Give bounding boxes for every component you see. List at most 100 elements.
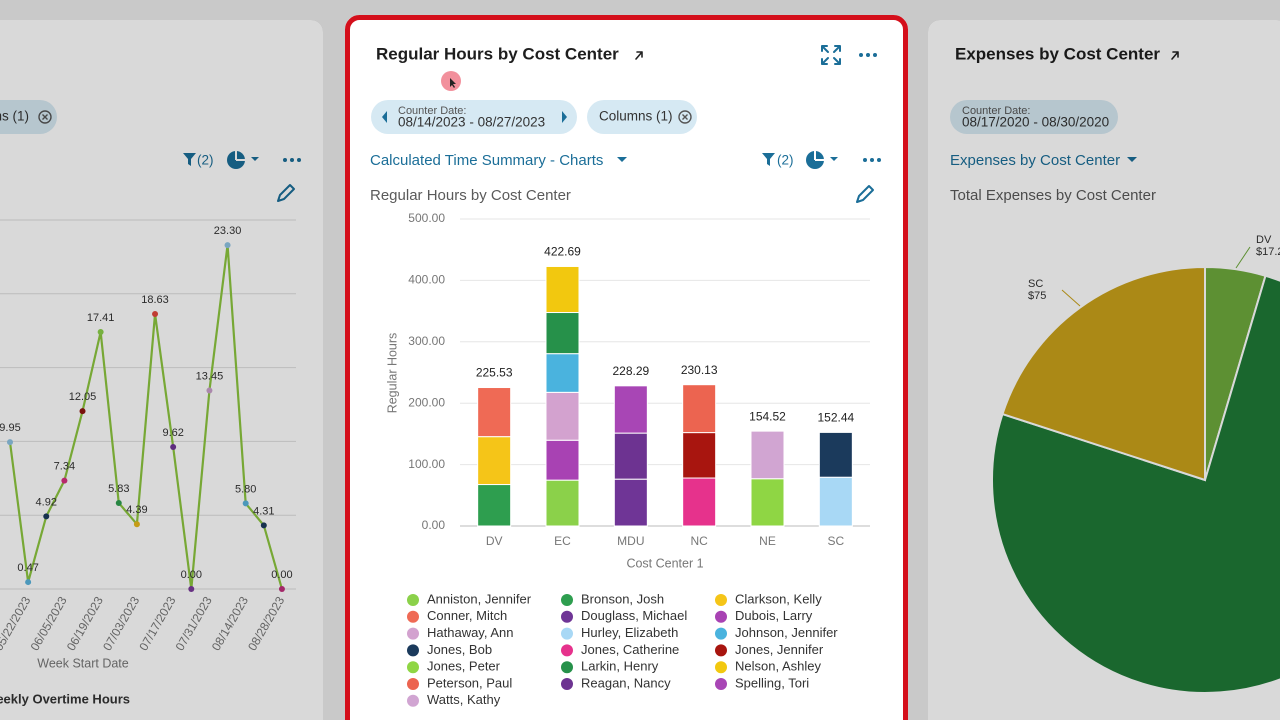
data-label: 9.95 xyxy=(0,422,21,434)
legend-swatch xyxy=(407,661,419,674)
marker xyxy=(260,522,267,529)
prev-icon[interactable] xyxy=(382,111,387,123)
data-label: 23.30 xyxy=(214,225,242,237)
data-label: 5.83 xyxy=(108,483,129,495)
marker xyxy=(61,477,68,484)
date-range: 08/17/2020 - 08/30/2020 xyxy=(962,115,1109,130)
legend-label: Jones, Catherine xyxy=(581,642,679,657)
panel-bg xyxy=(0,20,323,720)
dropdown-caret[interactable] xyxy=(1127,157,1137,162)
marker xyxy=(278,586,285,592)
bar-segment xyxy=(545,353,580,393)
data-label: 0.00 xyxy=(181,569,202,581)
total-label: 230.13 xyxy=(681,363,718,377)
marker xyxy=(115,499,122,506)
bar-segment xyxy=(477,484,512,527)
open-icon[interactable] xyxy=(635,51,643,60)
chip-close[interactable] xyxy=(678,110,692,124)
legend-label: Nelson, Ashley xyxy=(735,659,821,674)
legend-label: Jones, Bob xyxy=(427,642,492,657)
legend-swatch xyxy=(561,678,573,690)
data-label: 0.47 xyxy=(17,562,38,574)
legend-swatch xyxy=(561,661,573,674)
data-label: 12.05 xyxy=(69,391,97,403)
filter-count: (2) xyxy=(197,153,214,168)
legend-label: Jones, Peter xyxy=(427,659,501,674)
legend-label: Douglass, Michael xyxy=(581,608,687,623)
bar-segment xyxy=(613,385,648,434)
chip-close[interactable] xyxy=(38,110,52,124)
marker xyxy=(224,242,231,249)
slice-value: $75 xyxy=(1028,290,1046,302)
y-tick-label: 300.00 xyxy=(408,334,445,348)
expand-icon[interactable] xyxy=(821,45,841,65)
more-icon[interactable] xyxy=(283,158,301,162)
pie-chart: DV$17.2 SC$75 xyxy=(991,234,1280,694)
x-tick-label: DV xyxy=(486,534,503,548)
chart-type-icon[interactable] xyxy=(227,151,259,169)
pie-slice xyxy=(1001,265,1206,482)
chip[interactable] xyxy=(587,100,697,134)
dropdown-caret[interactable] xyxy=(617,157,627,162)
total-label: 422.69 xyxy=(544,245,581,259)
legend-swatch xyxy=(715,610,727,623)
data-label: 4.39 xyxy=(126,504,147,516)
edit-icon[interactable] xyxy=(277,184,295,202)
x-tick-label: NE xyxy=(759,534,776,548)
bar-chart: 0.00 100.00 200.00 300.00 400.00 500.00 Regula… xyxy=(385,211,870,707)
left-panel: Columns (1) (2) 05/22/202306/05/202306/1… xyxy=(0,20,323,720)
panel-title[interactable]: Expenses by Cost Center xyxy=(955,44,1160,63)
legend-label: Hurley, Elizabeth xyxy=(581,625,678,640)
slice-label: DV xyxy=(1256,234,1272,246)
right-panel: Expenses by Cost Center Counter Date: 08… xyxy=(928,20,1280,720)
legend-label: Spelling, Tori xyxy=(735,675,809,690)
data-label: 18.63 xyxy=(141,294,169,306)
slice-value: $17.2 xyxy=(1256,246,1280,258)
open-icon[interactable] xyxy=(1171,51,1179,60)
bar-segment xyxy=(682,432,717,479)
total-label: 228.29 xyxy=(612,364,649,378)
legend-label: Anniston, Jennifer xyxy=(427,591,532,606)
legend-swatch xyxy=(561,594,573,606)
bar-segment xyxy=(545,312,580,355)
next-icon[interactable] xyxy=(562,111,567,123)
more-icon[interactable] xyxy=(863,158,881,162)
date-chip[interactable] xyxy=(950,100,1118,134)
data-label: 7.34 xyxy=(54,461,75,473)
y-tick-label: 200.00 xyxy=(408,395,445,409)
legend-label: Larkin, Henry xyxy=(581,659,659,674)
bar-segment xyxy=(750,430,785,480)
bar-segment xyxy=(682,477,717,527)
legend-label: Johnson, Jennifer xyxy=(735,625,838,640)
data-label: 5.80 xyxy=(235,483,256,495)
edit-icon[interactable] xyxy=(856,185,874,203)
filter-icon[interactable] xyxy=(183,153,196,166)
chip[interactable] xyxy=(0,100,57,134)
panel-title[interactable]: Regular Hours by Cost Center xyxy=(376,44,619,63)
y-tick-label: 100.00 xyxy=(408,457,445,471)
y-tick-label: 0.00 xyxy=(422,518,446,532)
marker xyxy=(25,579,32,586)
legend-label: Watts, Kathy xyxy=(427,692,501,707)
data-label: 17.41 xyxy=(87,312,115,324)
cursor xyxy=(450,78,456,88)
marker xyxy=(242,500,249,507)
filter-icon[interactable] xyxy=(762,153,775,166)
marker xyxy=(206,387,213,394)
chip-label: Columns (1) xyxy=(599,109,673,124)
view-selector[interactable]: Calculated Time Summary - Charts xyxy=(370,152,603,169)
legend-swatch xyxy=(407,694,419,707)
legend-swatch xyxy=(407,610,419,623)
date-chip[interactable] xyxy=(371,100,577,134)
legend-label: Reagan, Nancy xyxy=(581,675,671,690)
chart-type-icon[interactable] xyxy=(806,151,838,169)
view-selector[interactable]: Expenses by Cost Center xyxy=(950,152,1120,169)
legend-swatch xyxy=(407,594,419,606)
more-icon[interactable] xyxy=(859,53,877,57)
bar-segment xyxy=(613,478,648,527)
bar-segment xyxy=(545,479,580,527)
marker xyxy=(133,521,140,528)
marker xyxy=(79,408,86,415)
bar-segment xyxy=(545,265,580,314)
legend-swatch xyxy=(407,678,419,690)
